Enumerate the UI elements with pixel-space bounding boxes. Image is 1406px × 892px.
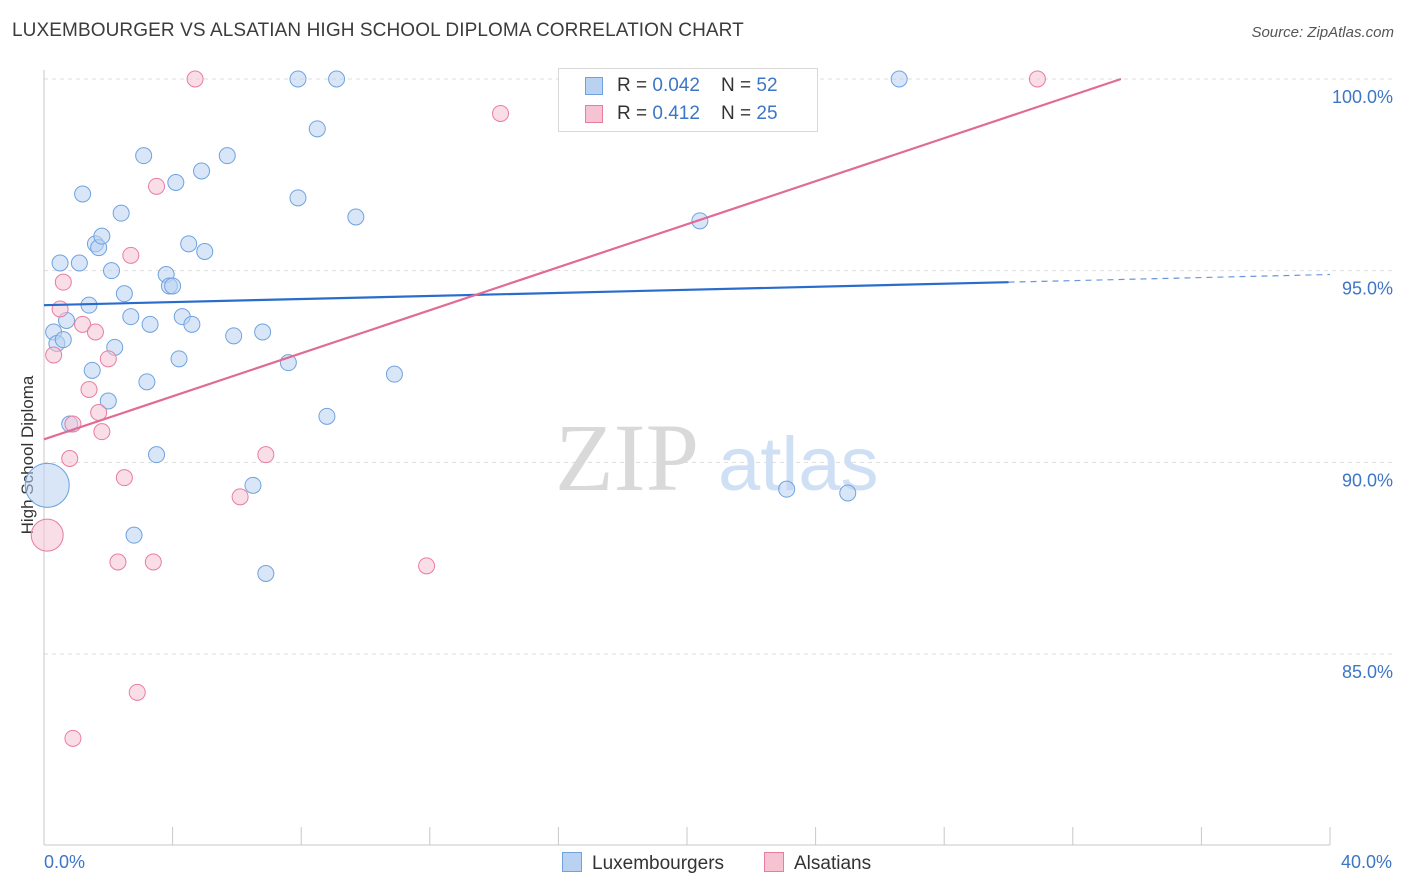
luxembourger-point-46 <box>347 208 365 226</box>
r-value-alsatians: 0.412 <box>652 103 700 124</box>
alsatian-point-22 <box>418 557 436 575</box>
r-label-alsatians: R = <box>617 103 653 124</box>
bottom-alsatians-label: Alsatians <box>794 853 872 874</box>
luxembourger-point-22 <box>138 373 156 391</box>
luxembourger-point-41 <box>289 70 307 88</box>
luxembourger-point-13 <box>93 227 111 245</box>
luxembourger-point-27 <box>164 277 182 295</box>
y-tick-label-2: 90.0% <box>1342 470 1393 490</box>
luxembourger-point-8 <box>74 185 92 203</box>
r-label-luxembourgers: R = <box>617 75 653 96</box>
alsatian-point-13 <box>109 553 127 571</box>
luxembourger-point-49 <box>778 480 796 498</box>
alsatian-point-1 <box>45 346 63 364</box>
luxembourger-point-18 <box>115 285 133 303</box>
luxembourger-point-4 <box>54 331 72 349</box>
bottom-alsatians-swatch <box>764 852 784 872</box>
luxembourger-point-35 <box>218 147 236 165</box>
luxembourger-point-44 <box>318 407 336 425</box>
alsatian-point-4 <box>61 450 79 467</box>
y-tick-label-0: 100.0% <box>1332 87 1393 107</box>
n-value-alsatians: 25 <box>756 103 778 124</box>
alsatian-point-16 <box>128 683 146 701</box>
n-value-luxembourgers: 52 <box>756 75 778 96</box>
source-credit: Source: ZipAtlas.com <box>1251 24 1394 41</box>
alsatian-point-8 <box>80 381 98 398</box>
alsatian-point-2 <box>51 300 69 318</box>
luxembourger-point-38 <box>254 323 272 341</box>
alsatian-point-9 <box>86 323 104 341</box>
luxembourger-point-17 <box>112 204 130 222</box>
y-tick-label-1: 95.0% <box>1342 279 1393 299</box>
correlation-legend: R = 0.042 N = 52 R = 0.412 N = 25 <box>558 68 818 132</box>
alsatian-point-24 <box>1028 70 1046 88</box>
luxembourger-point-0 <box>24 462 70 508</box>
luxembourger-point-39 <box>257 565 275 582</box>
luxembourger-point-37 <box>244 476 262 494</box>
n-label-luxembourgers: N = <box>721 75 757 96</box>
bottom-luxembourgers-label: Luxembourgers <box>592 853 725 874</box>
luxembourger-point-20 <box>125 526 143 544</box>
luxembourger-point-7 <box>70 254 88 272</box>
alsatian-point-11 <box>93 423 111 441</box>
alsatian-point-20 <box>231 488 249 506</box>
alsatian-point-21 <box>257 446 275 464</box>
alsatian-point-3 <box>54 273 72 291</box>
chart-title: LUXEMBOURGER VS ALSATIAN HIGH SCHOOL DIP… <box>12 20 744 41</box>
luxembourger-point-47 <box>385 365 403 383</box>
alsatian-point-0 <box>30 518 64 552</box>
luxembourger-point-24 <box>148 446 166 464</box>
luxembourger-point-15 <box>103 262 121 280</box>
bottom-legend-luxembourgers: Luxembourgers <box>562 852 724 875</box>
luxembourger-point-3 <box>51 254 69 272</box>
luxembourger-point-29 <box>170 350 188 368</box>
luxembourger-point-51 <box>890 70 908 88</box>
bottom-luxembourgers-swatch <box>562 852 582 872</box>
alsatian-point-17 <box>144 553 162 571</box>
luxembourger-point-45 <box>328 70 346 88</box>
luxembourger-point-42 <box>289 189 307 207</box>
luxembourger-point-19 <box>122 308 140 326</box>
alsatian-point-18 <box>148 177 166 195</box>
alsatian-point-6 <box>64 729 82 747</box>
x-tick-min: 0.0% <box>44 852 86 872</box>
luxembourger-point-21 <box>135 147 153 165</box>
y-tick-label-3: 85.0% <box>1342 662 1393 682</box>
luxembourger-point-34 <box>196 243 214 260</box>
alsatian-trend-line <box>43 77 1122 441</box>
luxembourger-point-36 <box>225 327 243 345</box>
alsatian-point-7 <box>74 315 92 333</box>
luxembourger-point-10 <box>83 361 101 379</box>
luxembourger-point-31 <box>180 235 198 253</box>
luxembourgers-swatch <box>585 77 603 95</box>
alsatian-point-12 <box>99 350 117 368</box>
n-label-alsatians: N = <box>721 103 757 124</box>
bottom-legend-alsatians: Alsatians <box>764 852 871 875</box>
luxembourger-point-32 <box>183 315 201 333</box>
luxembourger-trend-extension <box>1008 273 1331 283</box>
luxembourger-point-23 <box>141 315 159 333</box>
luxembourger-point-33 <box>193 162 211 180</box>
x-tick-max: 40.0% <box>1340 852 1392 872</box>
luxembourger-point-50 <box>839 484 857 502</box>
alsatian-point-23 <box>492 105 510 122</box>
luxembourger-trend-line <box>43 281 1009 307</box>
alsatian-point-14 <box>115 469 133 487</box>
alsatian-point-19 <box>186 70 204 88</box>
r-value-luxembourgers: 0.042 <box>652 75 700 96</box>
luxembourger-point-28 <box>167 174 185 191</box>
luxembourger-point-14 <box>99 392 117 410</box>
alsatian-point-15 <box>122 246 140 264</box>
alsatians-swatch <box>585 105 603 123</box>
luxembourger-point-43 <box>308 120 326 138</box>
watermark-zip: ZIP <box>555 404 699 511</box>
